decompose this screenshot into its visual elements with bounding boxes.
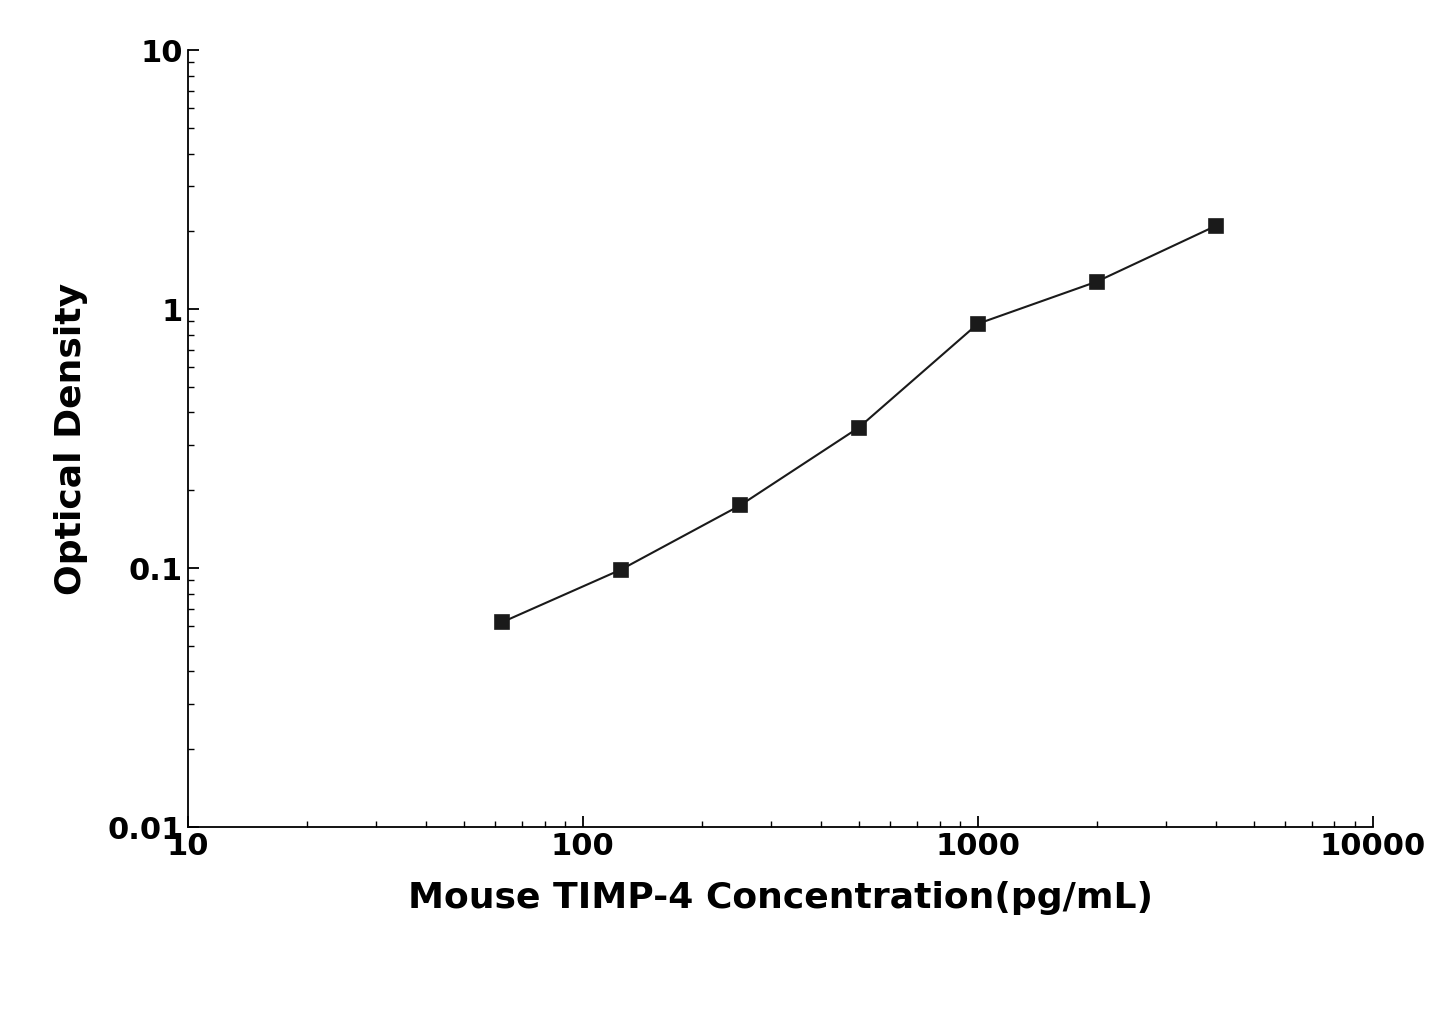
- Y-axis label: Optical Density: Optical Density: [53, 283, 88, 595]
- X-axis label: Mouse TIMP-4 Concentration(pg/mL): Mouse TIMP-4 Concentration(pg/mL): [407, 881, 1153, 915]
